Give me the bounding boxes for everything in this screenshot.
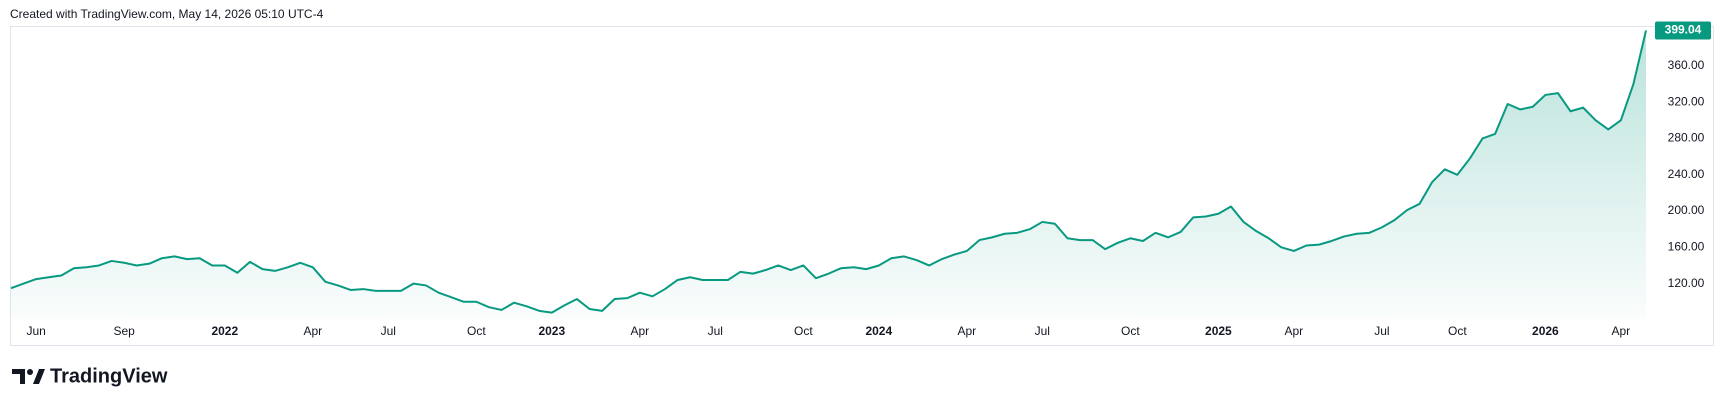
- x-tick-label: Jul: [1374, 324, 1389, 338]
- x-tick-label: Oct: [794, 324, 813, 338]
- plot-area: 120.00 160.00 200.00 240.00 280.00 320.00 360.…: [10, 21, 1711, 338]
- x-tick-label: Apr: [1285, 324, 1304, 338]
- area-fill: [11, 30, 1646, 319]
- x-tick-label: 2026: [1532, 324, 1559, 338]
- chart-frame: [10, 26, 1714, 346]
- y-tick-label: 360.00: [1668, 58, 1705, 72]
- y-tick-label: 240.00: [1668, 167, 1705, 181]
- x-tick-label: Jul: [708, 324, 723, 338]
- x-tick-label: 2024: [865, 324, 892, 338]
- last-price-tag: [1655, 21, 1711, 40]
- x-tick-label: Apr: [958, 324, 977, 338]
- y-tick-label: 120.00: [1668, 276, 1705, 290]
- x-tick-label: Apr: [1612, 324, 1631, 338]
- y-tick-label: 320.00: [1668, 94, 1705, 108]
- x-tick-label: 2025: [1205, 324, 1232, 338]
- x-tick-label: Apr: [631, 324, 650, 338]
- x-tick-label: Apr: [304, 324, 323, 338]
- x-tick-label: Oct: [467, 324, 486, 338]
- logo-icon: [27, 369, 33, 375]
- x-tick-label: Jul: [1035, 324, 1050, 338]
- x-tick-label: Jun: [26, 324, 45, 338]
- x-tick-label: Jul: [381, 324, 396, 338]
- y-tick-label: 280.00: [1668, 131, 1705, 145]
- x-tick-label: Oct: [1121, 324, 1140, 338]
- x-tick-label: Sep: [114, 324, 136, 338]
- last-price-label: 399.04: [1665, 23, 1702, 37]
- logo-icon: [33, 369, 45, 384]
- attribution: Created with TradingView.com, May 14, 20…: [10, 7, 324, 21]
- price-line: [10, 30, 1647, 314]
- x-tick-label: 2022: [211, 324, 238, 338]
- y-tick-label: 160.00: [1668, 240, 1705, 254]
- logo: TradingView: [12, 365, 168, 387]
- x-tick-label: 2023: [538, 324, 565, 338]
- brand-name: TradingView: [50, 365, 168, 387]
- y-tick-label: 200.00: [1668, 203, 1705, 217]
- logo-icon: [12, 369, 25, 384]
- x-tick-label: Oct: [1448, 324, 1467, 338]
